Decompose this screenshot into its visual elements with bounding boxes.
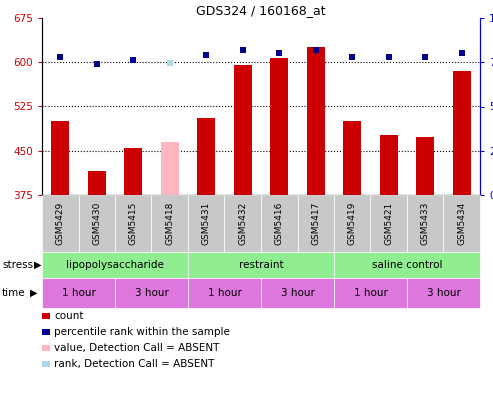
Text: ▶: ▶ (34, 260, 41, 270)
Bar (380, 135, 398, 195)
Text: restraint: restraint (239, 260, 283, 270)
Text: 1 hour: 1 hour (208, 288, 242, 298)
Bar (124, 148, 142, 195)
Text: value, Detection Call = ABSENT: value, Detection Call = ABSENT (54, 343, 219, 353)
Bar (343, 121, 361, 195)
Text: GSM5415: GSM5415 (129, 202, 138, 245)
Bar (416, 137, 434, 195)
Text: lipopolysaccharide: lipopolysaccharide (66, 260, 164, 270)
Text: GSM5430: GSM5430 (92, 202, 101, 245)
Text: GSM5419: GSM5419 (348, 202, 357, 245)
Text: time: time (2, 288, 26, 298)
Text: 3 hour: 3 hour (426, 288, 460, 298)
Text: stress: stress (2, 260, 33, 270)
Text: saline control: saline control (372, 260, 442, 270)
Text: GSM5416: GSM5416 (275, 202, 284, 245)
Bar (197, 118, 215, 195)
Bar (270, 58, 288, 195)
Text: GSM5418: GSM5418 (165, 202, 174, 245)
Text: 1 hour: 1 hour (62, 288, 96, 298)
Text: rank, Detection Call = ABSENT: rank, Detection Call = ABSENT (54, 359, 214, 369)
Text: GSM5421: GSM5421 (384, 202, 393, 245)
Text: GSM5417: GSM5417 (311, 202, 320, 245)
Text: 3 hour: 3 hour (135, 288, 169, 298)
Text: count: count (54, 311, 83, 321)
Title: GDS324 / 160168_at: GDS324 / 160168_at (196, 4, 326, 17)
Text: GSM5431: GSM5431 (202, 202, 211, 245)
Bar (453, 71, 471, 195)
Text: 1 hour: 1 hour (353, 288, 387, 298)
Bar (88, 171, 106, 195)
Text: GSM5429: GSM5429 (56, 202, 65, 245)
Bar (161, 142, 179, 195)
Bar (234, 65, 252, 195)
Text: percentile rank within the sample: percentile rank within the sample (54, 327, 230, 337)
Text: GSM5432: GSM5432 (238, 202, 247, 245)
Text: GSM5433: GSM5433 (421, 202, 430, 245)
Bar (307, 48, 325, 195)
Text: GSM5434: GSM5434 (457, 202, 466, 245)
Bar (51, 121, 70, 195)
Text: 3 hour: 3 hour (281, 288, 315, 298)
Text: ▶: ▶ (30, 288, 37, 298)
